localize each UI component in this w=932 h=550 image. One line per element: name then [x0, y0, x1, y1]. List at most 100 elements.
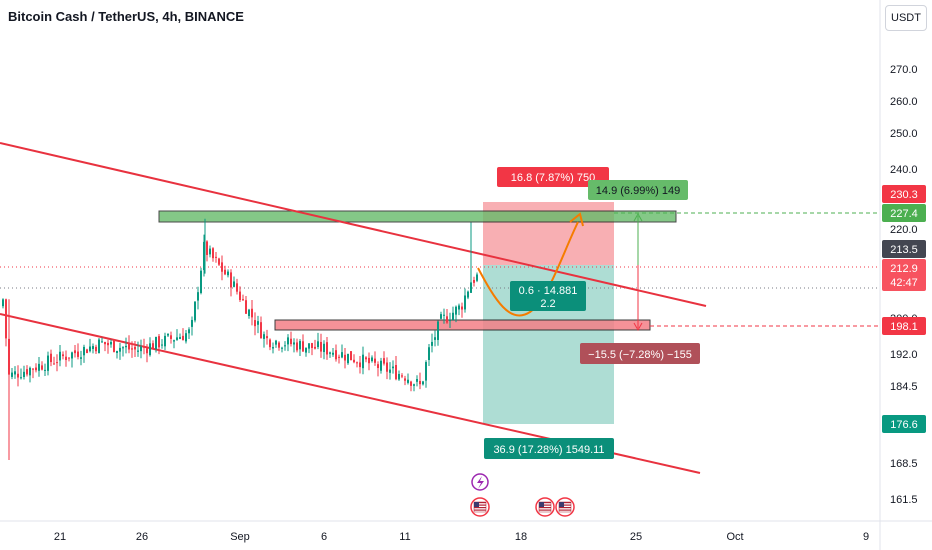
candle-body — [458, 305, 460, 310]
last-price-badge — [882, 240, 926, 258]
candle-body — [26, 369, 28, 375]
upper-trendline[interactable] — [0, 142, 707, 307]
candle-body — [62, 354, 64, 357]
measure-up-label: 14.9 (6.99%) 149 — [596, 185, 680, 197]
candle-body — [431, 341, 433, 346]
price-tick: 270.0 — [890, 64, 918, 76]
candle-body — [164, 335, 166, 347]
candle-body — [74, 350, 76, 354]
currency-button[interactable]: USDT — [885, 5, 927, 31]
candle-body — [323, 343, 325, 353]
candle-body — [233, 281, 235, 287]
candle-body — [311, 343, 313, 348]
candle-body — [272, 347, 274, 349]
candle-body — [95, 346, 97, 352]
candle-body — [263, 334, 265, 339]
candle-body — [170, 335, 172, 339]
support-price: 198.1 — [890, 321, 918, 333]
candle-body — [23, 371, 25, 377]
candle-body — [275, 340, 277, 345]
time-tick: 9 — [863, 531, 869, 543]
candle-body — [239, 291, 241, 301]
candle-body — [296, 342, 298, 351]
measure-down-label: −15.5 (−7.28%) −155 — [588, 349, 692, 361]
candle-body — [380, 360, 382, 371]
stop-price: 176.6 — [890, 419, 918, 431]
candle-body — [338, 356, 340, 358]
candle-body — [65, 356, 67, 360]
candle-body — [131, 348, 133, 350]
candle-body — [17, 373, 19, 378]
candle-body — [278, 342, 280, 348]
candle-body — [359, 362, 361, 368]
candle-body — [212, 248, 214, 259]
candle-body — [11, 372, 13, 377]
candle-body — [56, 362, 58, 364]
us-flag-icon[interactable] — [555, 497, 575, 517]
candle-body — [422, 381, 424, 385]
candle-body — [434, 337, 436, 340]
event-flags — [470, 497, 575, 517]
candle-body — [473, 279, 475, 283]
candle-body — [113, 339, 115, 352]
candle-body — [437, 321, 439, 340]
measure-up-label-bg — [588, 180, 688, 200]
candle-body — [302, 341, 304, 352]
forecast-arrow-head — [569, 212, 584, 227]
price-tick: 161.5 — [890, 494, 918, 506]
candle-body — [266, 336, 268, 339]
candle-body — [224, 269, 226, 275]
candle-body — [329, 352, 331, 354]
time-axis[interactable]: 21 26 Sep 6 11 18 25 Oct 9 — [54, 531, 869, 543]
candle-body — [452, 312, 454, 320]
candle-body — [401, 375, 403, 377]
candle-body — [251, 308, 253, 318]
candle-body — [350, 351, 352, 361]
candle-body — [38, 363, 40, 371]
candle-body — [92, 346, 94, 349]
measure-down-label-bg — [580, 343, 700, 364]
candle-body — [440, 314, 442, 319]
candle-body — [14, 371, 16, 375]
resistance-zone[interactable] — [158, 210, 677, 223]
candle-body — [320, 341, 322, 352]
candle-body — [305, 347, 307, 353]
us-flag-icon[interactable] — [470, 497, 490, 517]
candle-body — [71, 352, 73, 359]
candle-body — [158, 336, 160, 348]
candle-body — [173, 340, 175, 342]
candle-body — [215, 256, 217, 258]
candle-body — [389, 369, 391, 373]
us-flag-icon[interactable] — [535, 497, 555, 517]
candle-body — [116, 350, 118, 354]
candle-body — [200, 270, 202, 293]
lightning-icon[interactable] — [471, 473, 489, 491]
time-tick: Sep — [230, 531, 250, 543]
time-tick: 18 — [515, 531, 527, 543]
candle-body — [398, 373, 400, 380]
candle-body — [155, 336, 157, 350]
candle-body — [59, 351, 61, 361]
support-zone[interactable] — [274, 319, 651, 331]
candle-body — [284, 345, 286, 347]
price-tick: 184.5 — [890, 381, 918, 393]
candle-body — [98, 339, 100, 354]
candle-body — [416, 378, 418, 382]
candle-body — [332, 352, 334, 355]
candle-body — [197, 292, 199, 301]
candle-body — [377, 364, 379, 369]
candle-body — [128, 343, 130, 350]
candle-body — [50, 353, 52, 363]
candle-body — [101, 341, 103, 343]
candle-body — [134, 346, 136, 350]
candle-body — [167, 333, 169, 336]
ratio-line2: 2.2 — [540, 298, 555, 310]
candle-body — [476, 274, 478, 281]
candle-body — [464, 295, 466, 310]
candle-body — [374, 358, 376, 363]
candle-body — [119, 347, 121, 352]
time-tick: 21 — [54, 531, 66, 543]
candle-body — [392, 366, 394, 369]
candle-body — [368, 357, 370, 364]
